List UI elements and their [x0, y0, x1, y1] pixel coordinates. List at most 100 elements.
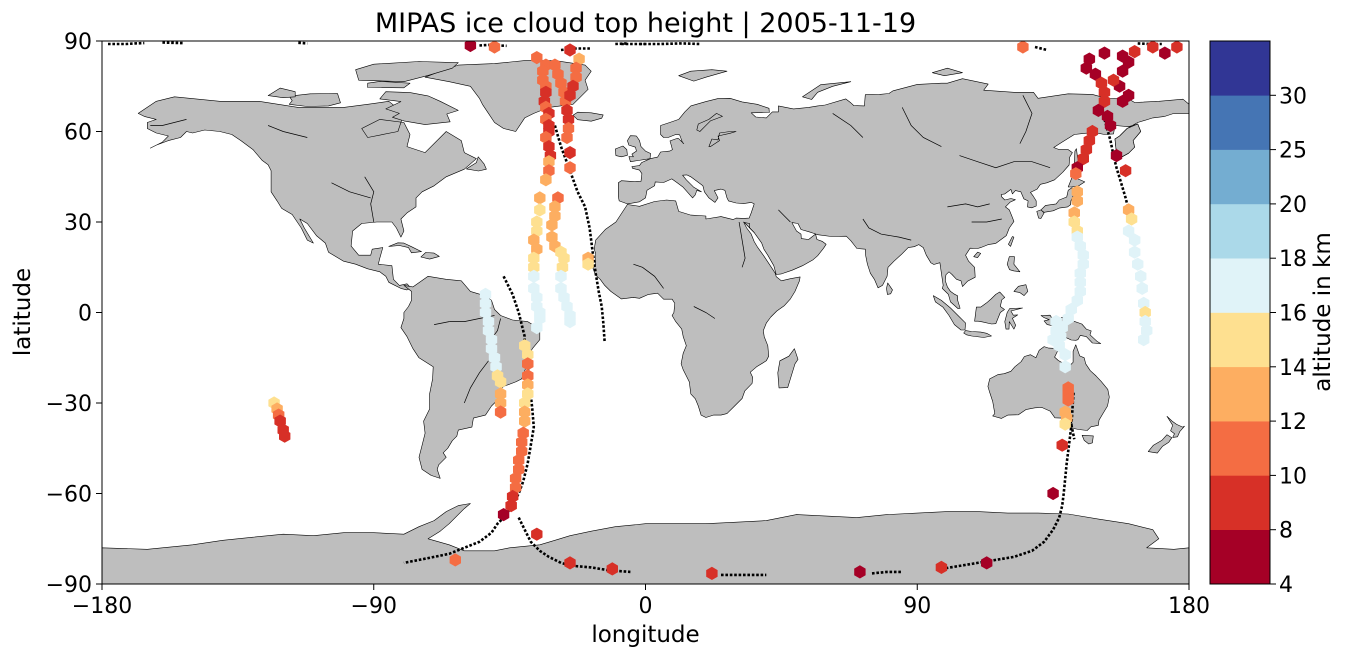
- land-british-isles: [627, 135, 651, 162]
- colorbar-segment: [1210, 529, 1270, 585]
- cloud-point: [528, 260, 540, 274]
- colorbar-segment: [1210, 203, 1270, 259]
- colorbar-segment: [1210, 149, 1270, 205]
- land-severnaya-zemlya: [931, 67, 963, 76]
- river-line: [331, 182, 371, 199]
- cloud-point: [519, 396, 531, 410]
- track-line: [1103, 119, 1132, 223]
- river-line: [901, 107, 942, 147]
- track-line: [517, 517, 631, 574]
- cloud-point: [582, 257, 594, 271]
- land-svalbard: [678, 69, 728, 82]
- cloud-point: [1092, 103, 1105, 117]
- x-tick-label: 0: [639, 594, 653, 619]
- cloud-point: [1098, 85, 1111, 99]
- x-tick-label: −90: [351, 594, 397, 619]
- cloud-point: [1116, 49, 1129, 63]
- land-hispaniola: [420, 252, 440, 260]
- cloud-point: [606, 562, 618, 576]
- land-nz-north: [1166, 415, 1185, 438]
- land-masses: [102, 60, 1189, 584]
- colorbar-tick-label: 4: [1279, 573, 1293, 598]
- river-line: [862, 218, 912, 241]
- cloud-point: [449, 553, 461, 567]
- cloud-point: [1070, 167, 1082, 181]
- land-baltic-scandinavia: [696, 113, 723, 132]
- land-taiwan: [1008, 236, 1015, 247]
- colorbar-tick-label: 16: [1279, 302, 1307, 327]
- cloud-point: [564, 88, 576, 102]
- land-cuba: [388, 242, 422, 254]
- land-arabia-red-sea-fill: [744, 222, 755, 233]
- cloud-point: [564, 146, 576, 160]
- cloud-point: [1074, 266, 1086, 280]
- land-nz-south: [1147, 434, 1173, 454]
- y-axis-label: latitude: [10, 268, 36, 356]
- cloud-point: [1159, 46, 1171, 60]
- y-tick-label: −30: [46, 392, 92, 417]
- colorbar-tick-label: 18: [1279, 247, 1307, 272]
- cloud-point: [1017, 41, 1029, 54]
- colorbar-tick-label: 30: [1279, 84, 1307, 109]
- y-axis-ticks: −90 −60 −30 0 30 60 90: [46, 30, 102, 598]
- river-line: [434, 321, 450, 325]
- cloud-point: [1047, 333, 1059, 347]
- cloud-point: [522, 348, 534, 362]
- cloud-point: [1128, 45, 1141, 59]
- cloud-point: [534, 203, 546, 217]
- cloud-point: [494, 396, 507, 410]
- cloud-point: [935, 560, 948, 574]
- chart-title: MIPAS ice cloud top height | 2005-11-19: [375, 8, 916, 39]
- land-java: [963, 330, 992, 338]
- cloud-point: [519, 414, 531, 428]
- y-tick-label: 90: [64, 30, 92, 55]
- cloud-point: [531, 215, 543, 229]
- cloud-point: [1071, 194, 1083, 208]
- cloud-point: [561, 130, 573, 145]
- river-line: [832, 113, 864, 138]
- cloud-point: [854, 565, 866, 579]
- cloud-point: [1132, 257, 1144, 271]
- cloud-point: [509, 471, 522, 485]
- cloud-point: [564, 556, 576, 570]
- cloud-point: [1098, 94, 1111, 108]
- cloud-point: [505, 499, 517, 513]
- x-axis-ticks: −180 −90 0 90 180: [72, 584, 1210, 619]
- land-devon-somerset: [367, 81, 411, 89]
- cloud-point: [490, 360, 502, 374]
- colorbar-tick-label: 14: [1279, 356, 1307, 381]
- track-line: [871, 570, 903, 575]
- track-line: [403, 275, 536, 565]
- satellite-tracks: [108, 41, 1162, 577]
- cloud-point: [1068, 206, 1080, 220]
- cloud-point: [513, 453, 525, 467]
- cloud-point: [564, 314, 576, 329]
- land-philippines-mindanao: [1013, 284, 1029, 296]
- cloud-point: [1089, 67, 1102, 81]
- colorbar-segment: [1210, 475, 1270, 530]
- cloud-point: [1128, 245, 1141, 259]
- land-baffin-island: [379, 91, 459, 125]
- cloud-point: [497, 508, 510, 522]
- colorbar-tick-label: 8: [1279, 519, 1293, 544]
- land-newfoundland: [466, 156, 487, 172]
- cloud-point: [1071, 185, 1083, 199]
- cloud-point: [522, 378, 534, 392]
- river-line: [971, 218, 1002, 223]
- land-south-america: [400, 275, 541, 479]
- cloud-point: [1171, 41, 1183, 54]
- cloud-point: [1122, 88, 1135, 102]
- cloud-point: [479, 296, 492, 311]
- cloud-point: [528, 251, 540, 265]
- river-line: [633, 263, 664, 289]
- y-tick-label: −90: [46, 573, 92, 598]
- cloud-point: [1080, 61, 1093, 75]
- colorbar: 4 8 10 12 14 16 18 20 25 30 altitude in km: [1209, 40, 1336, 598]
- colorbar-tick-label: 20: [1279, 193, 1307, 218]
- land-sumatra: [932, 295, 966, 331]
- track-line: [1034, 45, 1048, 52]
- river-line: [364, 176, 375, 223]
- cloud-point: [494, 405, 507, 419]
- cloud-point: [479, 287, 492, 301]
- cloud-point: [1071, 293, 1083, 307]
